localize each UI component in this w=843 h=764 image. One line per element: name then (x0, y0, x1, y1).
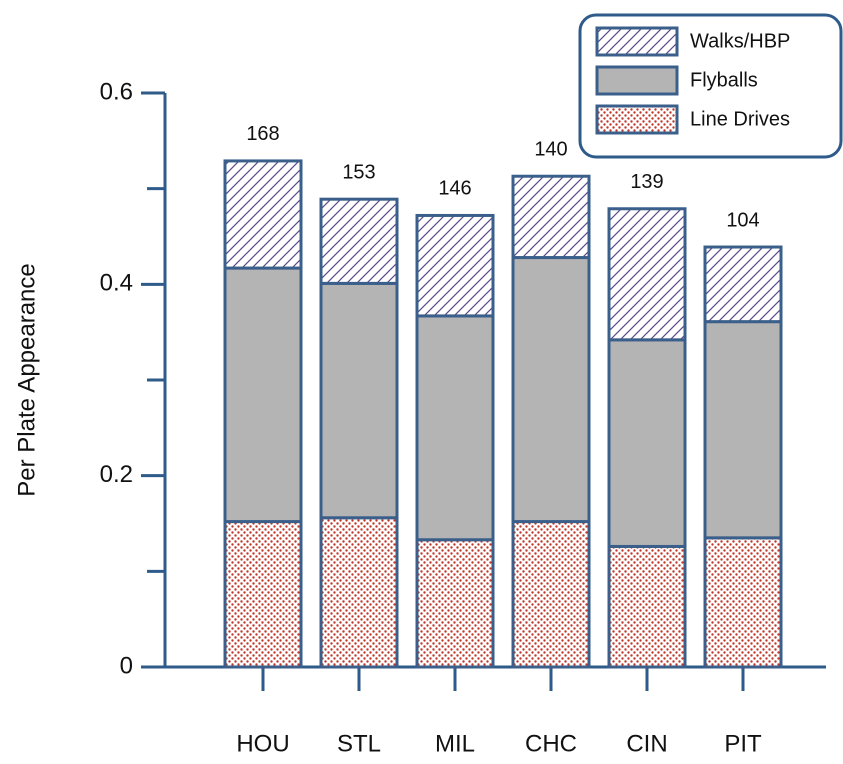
bar-segment (607, 338, 687, 548)
legend-label: Walks/HBP (690, 30, 790, 52)
legend-label: Line Drives (690, 108, 790, 130)
bar-segment (703, 536, 783, 669)
bar-segment (415, 538, 495, 669)
bar-segment (319, 516, 399, 669)
x-tick-label: HOU (236, 730, 289, 757)
bar-segment (511, 174, 591, 260)
y-tick-label: 0.6 (100, 78, 133, 105)
bar-segment (415, 314, 495, 542)
legend-swatch (595, 65, 679, 96)
bar-segment (223, 159, 303, 270)
y-axis-label: Per Plate Appearance (13, 263, 40, 497)
bar-segment (319, 281, 399, 520)
bar-segment (319, 197, 399, 285)
legend-swatch (595, 26, 679, 57)
x-tick-label: MIL (435, 730, 475, 757)
x-tick-label: CIN (626, 730, 667, 757)
bar-label: 168 (246, 123, 279, 145)
bar-label: 153 (342, 161, 375, 183)
y-tick-label: 0 (120, 652, 133, 679)
legend-swatch (595, 104, 679, 135)
x-tick-label: PIT (724, 730, 762, 757)
bar-segment (703, 245, 783, 324)
bar-segment (607, 544, 687, 669)
x-tick-label: CHC (525, 730, 577, 757)
bar-segment (511, 256, 591, 524)
bar-segment (511, 520, 591, 669)
y-tick-label: 0.2 (100, 461, 133, 488)
bar-segment (223, 266, 303, 524)
x-tick-label: STL (337, 730, 381, 757)
legend-label: Flyballs (690, 69, 758, 91)
bar-segment (703, 320, 783, 540)
y-tick-label: 0.4 (100, 270, 133, 297)
bar-segment (607, 207, 687, 342)
bar-label: 140 (534, 139, 567, 161)
bar-segment (415, 213, 495, 318)
bar-label: 146 (438, 178, 471, 200)
bar-label: 104 (726, 209, 759, 231)
bar-segment (223, 520, 303, 669)
bar-label: 139 (630, 171, 663, 193)
